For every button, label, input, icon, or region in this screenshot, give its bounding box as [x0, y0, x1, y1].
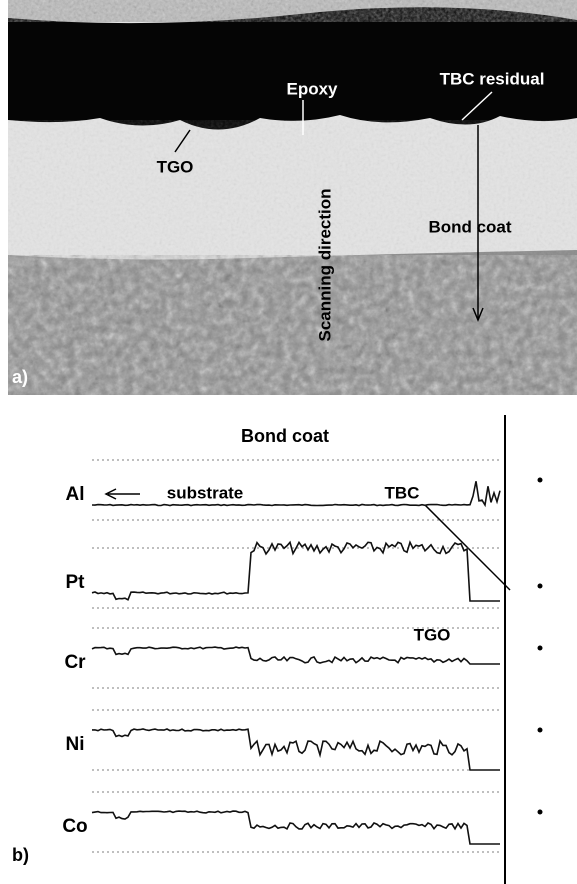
annotation-substrate: substrate: [167, 483, 244, 502]
micrograph: Epoxy TBC residual TGO Scanning directio…: [8, 0, 577, 395]
marker: [537, 645, 543, 651]
annotation-tbc: TBC: [385, 483, 420, 502]
label-bond-coat: Bond coat: [428, 217, 511, 236]
element-label: Co: [62, 816, 87, 837]
scan-title: Bond coat: [241, 426, 329, 446]
annotation-tgo: TGO: [414, 625, 451, 644]
label-scanning-direction: Scanning direction: [315, 188, 334, 341]
panel-label: b): [12, 845, 29, 865]
marker: [537, 583, 543, 589]
marker: [537, 809, 543, 815]
element-label: Cr: [64, 652, 86, 673]
marker: [537, 477, 543, 483]
trace: [91, 481, 501, 508]
element-label: Ni: [66, 734, 85, 755]
trace: [91, 646, 500, 665]
trace: [92, 728, 500, 771]
label-tgo: TGO: [157, 157, 194, 176]
trace: [91, 540, 500, 602]
panel-label: a): [12, 367, 28, 387]
line-scan: Bond coat substrate TBC TGO b) Al Pt Cr Ni C…: [12, 415, 543, 884]
label-epoxy: Epoxy: [286, 79, 338, 98]
label-tbc-residual: TBC residual: [440, 69, 545, 88]
marker: [537, 727, 543, 733]
trace: [91, 810, 500, 845]
element-label: Pt: [66, 572, 86, 593]
element-label: Al: [66, 484, 85, 505]
